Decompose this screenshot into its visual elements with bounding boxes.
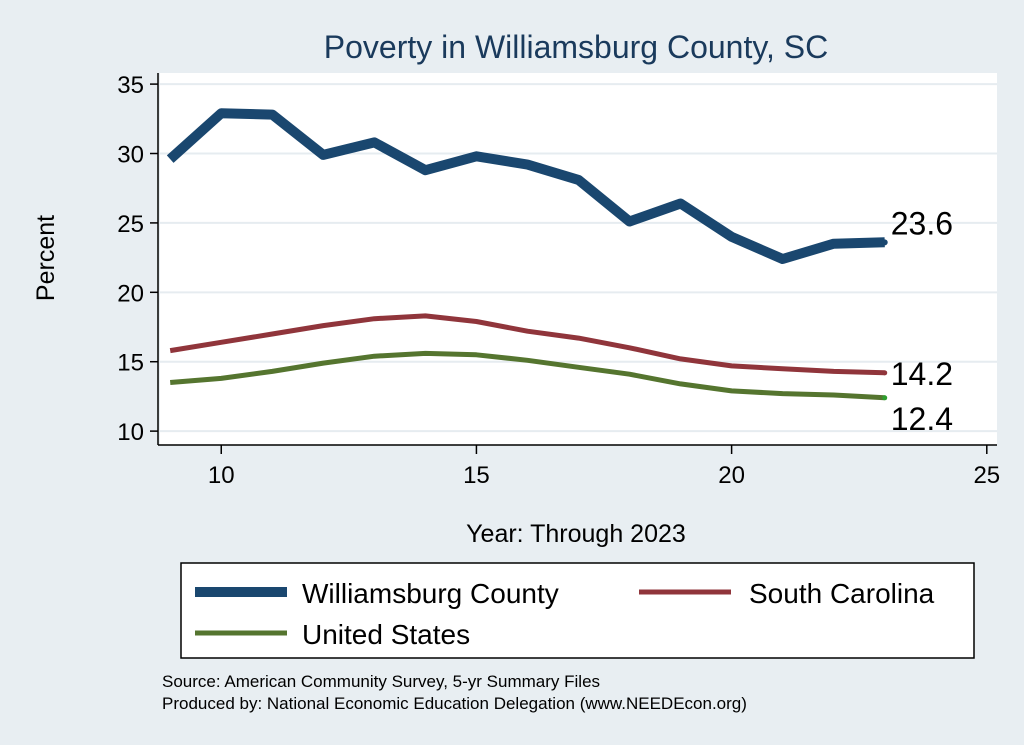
- y-ticks: 10 15 20 25 30 35: [117, 72, 158, 446]
- end-point-williamsburg-county: [881, 239, 888, 246]
- series-line-south-carolina: [169, 313, 885, 376]
- series-layer: [166, 108, 888, 401]
- end-label-south-carolina: 14.2: [891, 356, 953, 392]
- y-tick-label-15: 15: [117, 350, 144, 377]
- x-tick-label-15: 15: [463, 462, 490, 489]
- x-tick-label-25: 25: [973, 462, 1000, 489]
- end-label-united-states: 12.4: [891, 401, 953, 437]
- chart-title: Poverty in Williamsburg County, SC: [324, 29, 828, 65]
- source-line: Source: American Community Survey, 5-yr …: [162, 672, 600, 691]
- legend-label-williamsburg: Williamsburg County: [302, 578, 559, 609]
- y-tick-label-10: 10: [117, 419, 144, 446]
- y-tick-label-20: 20: [117, 280, 144, 307]
- y-tick-label-30: 30: [117, 142, 144, 169]
- end-point-south-carolina: [882, 370, 888, 376]
- legend-label-south-carolina: South Carolina: [749, 578, 935, 609]
- gridlines: [160, 83, 997, 433]
- end-label-williamsburg-county: 23.6: [891, 205, 953, 241]
- producer-line: Produced by: National Economic Education…: [162, 694, 747, 713]
- series-line-williamsburg-county: [166, 108, 885, 264]
- legend-label-united-states: United States: [302, 619, 470, 650]
- x-tick-label-10: 10: [208, 462, 235, 489]
- x-tick-label-20: 20: [718, 462, 745, 489]
- y-tick-label-35: 35: [117, 72, 144, 99]
- legend: Williamsburg County South Carolina Unite…: [180, 562, 975, 659]
- x-axis-title: Year: Through 2023: [466, 520, 686, 548]
- legend-box: [180, 562, 975, 659]
- end-point-united-states: [882, 395, 888, 401]
- series-line-united-states: [169, 350, 885, 401]
- y-axis-title: Percent: [32, 215, 60, 301]
- y-tick-label-25: 25: [117, 211, 144, 238]
- end-labels: 23.6 14.2 12.4: [891, 205, 953, 436]
- x-ticks: 10 15 20 25: [208, 445, 1000, 489]
